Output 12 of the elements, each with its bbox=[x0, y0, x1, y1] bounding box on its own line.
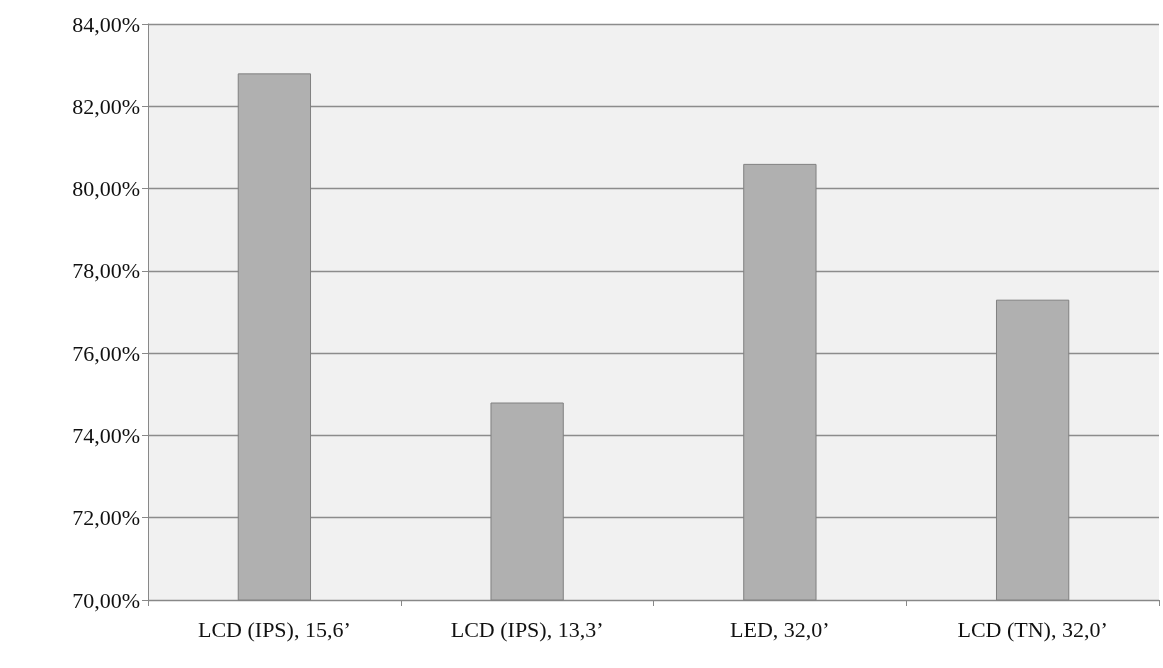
x-tick-label: LCD (IPS), 15,6’ bbox=[197, 616, 351, 642]
y-tick-label: 70,00% bbox=[72, 587, 140, 613]
x-tick-label: LED, 32,0’ bbox=[730, 616, 830, 642]
y-tick-label: 72,00% bbox=[72, 505, 140, 531]
x-tick-label: LCD (IPS), 13,3’ bbox=[450, 616, 604, 642]
y-tick-label: 82,00% bbox=[72, 93, 140, 119]
y-tick-label: 84,00% bbox=[72, 11, 140, 37]
y-tick-label: 78,00% bbox=[72, 258, 140, 284]
x-tick-label: LCD (TN), 32,0’ bbox=[957, 616, 1108, 642]
y-tick-label: 80,00% bbox=[72, 176, 140, 202]
y-tick-label: 76,00% bbox=[72, 340, 140, 366]
y-tick-label: 74,00% bbox=[72, 422, 140, 448]
